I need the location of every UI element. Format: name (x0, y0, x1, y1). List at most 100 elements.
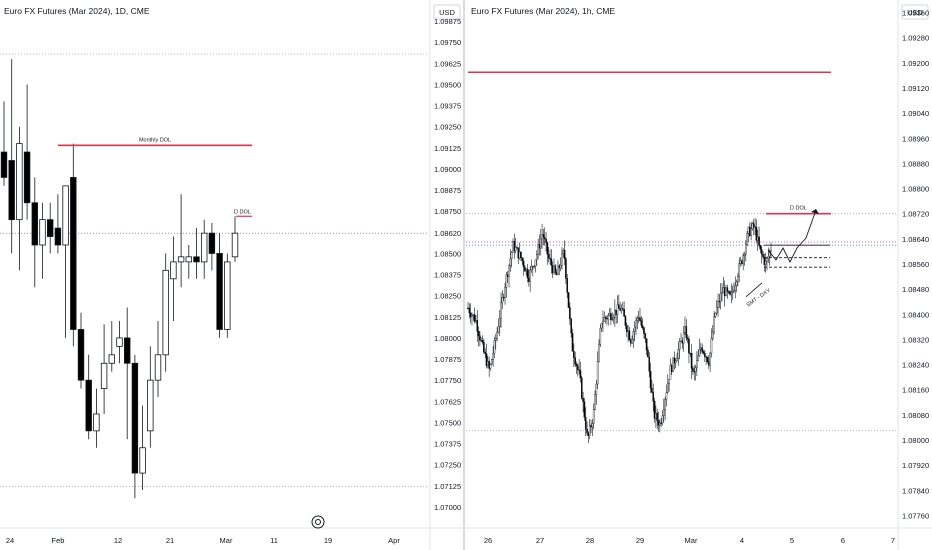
hourly-candle-body (506, 274, 509, 277)
hourly-candle (603, 311, 606, 322)
daily-candle-body (131, 362, 139, 474)
hourly-candle (555, 269, 558, 276)
hourly-candle (516, 245, 518, 249)
left-y-tick-1: 1.09750 (434, 38, 461, 47)
hourly-candle-body (768, 251, 771, 257)
hourly-candle (533, 265, 535, 269)
hourly-candle (484, 348, 486, 358)
hourly-candle-body (748, 226, 751, 236)
hourly-candle-body (579, 370, 582, 379)
hourly-candle (512, 238, 514, 253)
hourly-candle-body (659, 422, 661, 426)
replay-icon-inner (315, 519, 321, 525)
hourly-candle (752, 218, 755, 236)
hourly-candle (476, 309, 479, 342)
hourly-candle (550, 249, 553, 274)
hourly-candle-body (762, 253, 764, 258)
hourly-candle-body (734, 285, 737, 291)
daily-candle (124, 307, 131, 440)
hourly-candle (735, 279, 738, 293)
chart-title-right: Euro FX Futures (Mar 2024), 1h, CME (471, 6, 615, 16)
hourly-candle-body (555, 272, 558, 276)
hourly-candle-body (480, 340, 483, 342)
hourly-candle-body (563, 250, 566, 260)
left-x-tick-0: 24 (6, 536, 14, 545)
hourly-candle (688, 335, 690, 364)
hourly-candle-body (624, 316, 627, 326)
hourly-candle (681, 337, 684, 349)
hourly-candle (537, 238, 539, 260)
hourly-candle (632, 328, 635, 349)
daily-candle (16, 126, 23, 271)
hourly-candle (506, 270, 509, 283)
right-y-tick-14: 1.08240 (902, 361, 929, 370)
daily-candle (177, 194, 185, 288)
hourly-candle-body (719, 292, 722, 302)
hourly-candle-body (677, 349, 680, 359)
hourly-candle (611, 312, 614, 322)
hourly-candle-body (696, 360, 698, 369)
hourly-candle (539, 229, 542, 256)
hourly-candle (582, 391, 584, 413)
daily-candle (200, 219, 208, 279)
hourly-candle (668, 378, 670, 392)
hourly-candle-body (647, 350, 649, 358)
daily-candle (0, 101, 8, 186)
daily-candle (93, 388, 100, 448)
hourly-candle-body (592, 409, 595, 424)
hourly-candle-body (721, 292, 723, 294)
hourly-candle-body (590, 425, 592, 428)
hourly-candle-body (578, 369, 580, 371)
hourly-candle-body (730, 292, 733, 295)
hourly-candle-body (657, 420, 660, 426)
hourly-candle-body (655, 412, 657, 419)
hourly-candle (715, 299, 718, 316)
hourly-candle-body (534, 259, 537, 267)
hourly-candle-body (588, 425, 591, 436)
hourly-candle (678, 338, 681, 360)
hourly-candle (579, 361, 582, 383)
hourly-candle (759, 245, 762, 254)
hourly-candle (748, 222, 751, 237)
hourly-candle (621, 301, 624, 311)
right-y-tick-8: 1.08720 (902, 210, 929, 219)
hourly-candle (509, 249, 512, 272)
hourly-candle (583, 397, 586, 421)
hourly-candle-body (698, 349, 701, 357)
hourly-candle (741, 259, 743, 266)
hourly-candle (590, 419, 592, 434)
hourly-candle-body (709, 352, 711, 366)
hourly-candle (677, 341, 680, 366)
hourly-candle (604, 315, 607, 324)
hourly-candle (689, 352, 692, 357)
hourly-candle-body (487, 360, 489, 366)
hourly-candle-body (745, 244, 747, 255)
hourly-candle (723, 280, 726, 307)
hourly-candle (510, 250, 513, 268)
hourly-candle-body (767, 256, 770, 259)
right-y-tick-5: 1.08960 (902, 134, 929, 143)
hourly-candle-body (652, 392, 655, 402)
hourly-candle-body (726, 287, 729, 292)
hourly-candle (468, 303, 471, 319)
hourly-candle (595, 379, 598, 405)
left-y-tick-23: 1.07000 (434, 503, 461, 512)
hourly-candle (602, 310, 604, 333)
hourly-candle-body (517, 247, 520, 259)
hourly-candle (648, 352, 651, 378)
hourly-candle (491, 358, 493, 365)
hourly-candle (635, 316, 637, 336)
price-axis-right (898, 0, 932, 550)
hourly-candle-body (663, 409, 665, 416)
hourly-candle-body (500, 302, 502, 319)
currency-label-right-box (901, 4, 929, 20)
hourly-candle-body (666, 383, 669, 393)
hourly-candle-body (525, 268, 528, 272)
hourly-candle-body (491, 359, 493, 365)
daily-candle (100, 324, 108, 414)
hourly-candle (682, 326, 685, 352)
hourly-candle-body (558, 265, 561, 269)
hourly-candle (739, 256, 742, 267)
hourly-candle (619, 301, 621, 312)
